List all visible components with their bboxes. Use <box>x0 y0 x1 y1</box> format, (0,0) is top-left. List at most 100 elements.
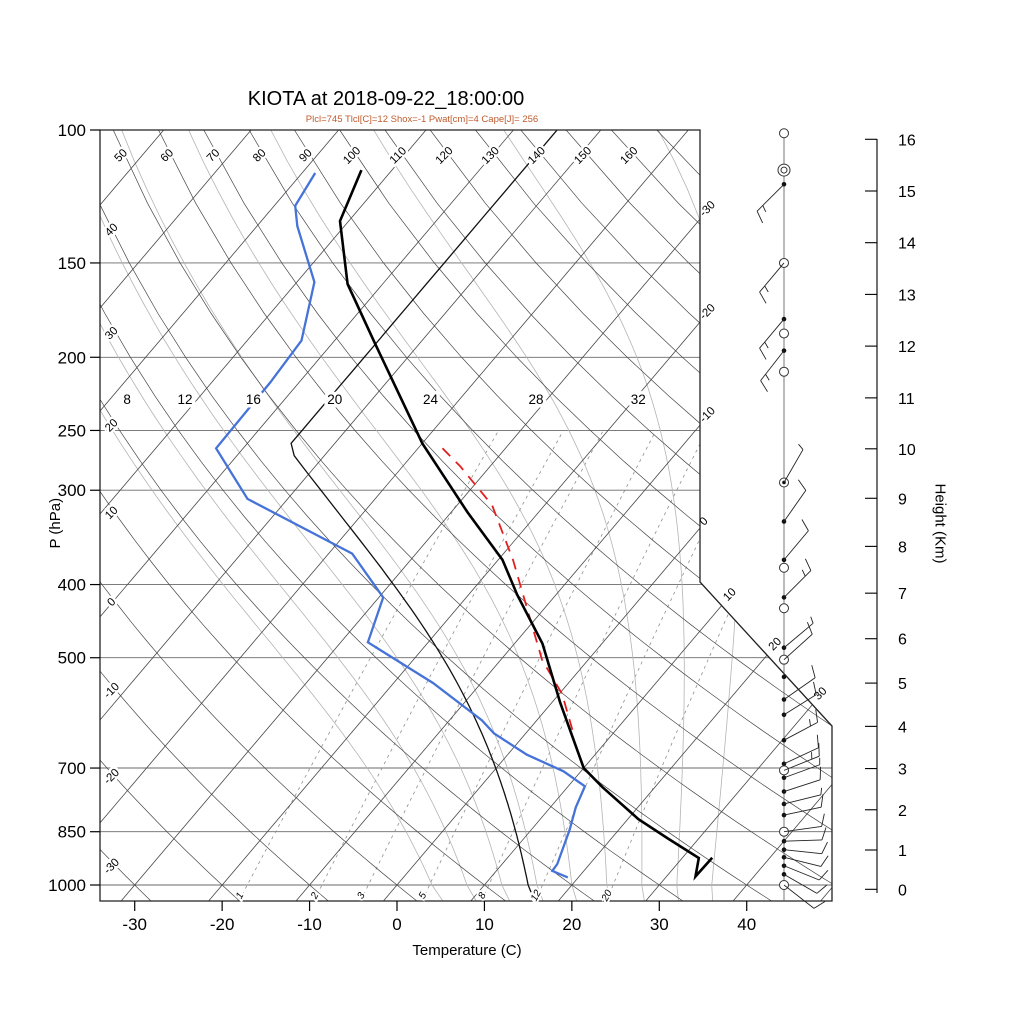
barb-staff <box>759 262 785 293</box>
isotherm-line <box>100 130 339 901</box>
wind-barb <box>779 562 789 573</box>
moist-adiabat-label: 16 <box>246 392 261 407</box>
barb-staff <box>783 570 812 598</box>
isotherm-line <box>100 130 252 901</box>
wind-barb <box>781 681 817 718</box>
barb-feather <box>816 884 828 894</box>
wind-barb <box>760 348 787 392</box>
dry-adiabat-label: 150 <box>572 145 594 167</box>
height-tick-label: 4 <box>898 719 907 736</box>
wind-barb <box>779 743 820 776</box>
height-tick-label: 16 <box>898 132 916 149</box>
temperature-tick-label: 10 <box>475 915 494 934</box>
height-tick-label: 6 <box>898 632 907 649</box>
wind-barb <box>779 443 804 488</box>
isotherm-line <box>100 130 689 901</box>
barb-feather <box>813 901 826 909</box>
wind-barb <box>781 766 822 794</box>
height-tick-label: 7 <box>898 586 907 603</box>
dry-adiabat-label: 110 <box>388 145 409 166</box>
dry-adiabat-line <box>100 130 240 901</box>
barb-half-feather <box>820 787 823 795</box>
temperature-tick-label: 0 <box>392 915 401 934</box>
dry-adiabat-line <box>100 130 152 901</box>
barb-staff <box>783 779 821 792</box>
mixing-ratio-line <box>313 430 564 901</box>
barb-staff <box>783 633 813 661</box>
parcel-wet-adiabat-curve <box>290 130 558 901</box>
barb-staff <box>783 806 822 816</box>
moist-adiabat-label: 12 <box>177 392 192 407</box>
isotherm-edge-label: 10 <box>721 586 739 604</box>
mixing-ratio-line <box>481 430 708 901</box>
barb-staff <box>783 849 822 855</box>
barb-feather <box>821 827 827 841</box>
moist-adiabat-label: 24 <box>423 392 439 407</box>
barb-feather <box>804 558 812 571</box>
pressure-tick-label: 250 <box>58 421 86 440</box>
dry-adiabat-line <box>611 130 832 901</box>
height-tick-label: 3 <box>898 762 907 779</box>
barb-staff <box>783 873 818 894</box>
dry-adiabat-label: 90 <box>297 147 315 165</box>
moist-adiabat-line <box>503 130 685 901</box>
height-tick-label: 13 <box>898 287 916 304</box>
height-tick-label: 0 <box>898 882 907 899</box>
moist-adiabat-line <box>373 130 645 901</box>
wind-barb <box>781 863 829 881</box>
barb-feather <box>818 870 829 881</box>
temperature-tick-label: -10 <box>297 915 322 934</box>
mixing-ratio-label: 5 <box>417 890 430 900</box>
barb-feather <box>815 709 818 723</box>
height-tick-label: 1 <box>898 843 907 860</box>
wind-barb <box>781 709 818 743</box>
barb-half-feather <box>801 569 806 577</box>
dry-adiabat-label: 40 <box>103 222 121 240</box>
wind-barb <box>781 787 823 807</box>
temperature-tick-label: -30 <box>122 915 147 934</box>
chart-subtitle: Plcl=745 Tlcl[C]=12 Shox=-1 Pwat[cm]=4 C… <box>305 114 539 125</box>
dry-adiabat-label: 100 <box>341 145 363 167</box>
isotherm-edge-label: -10 <box>698 405 718 425</box>
dewpoint-curve <box>214 172 587 879</box>
dry-adiabat-line <box>100 130 684 901</box>
barb-staff <box>783 530 809 561</box>
wind-barb <box>781 841 828 855</box>
moist-adiabat-label: 32 <box>631 392 646 407</box>
moist-adiabat-label: 8 <box>123 392 131 407</box>
barb-feather <box>821 841 828 854</box>
station-circle <box>779 562 789 573</box>
station-dot <box>781 674 787 680</box>
dry-adiabat-line <box>158 130 832 901</box>
barb-half-feather <box>762 205 767 213</box>
mixing-ratio-label: 8 <box>476 890 489 900</box>
height-axis-label: Height (Km) <box>931 483 949 564</box>
dry-adiabat-line <box>203 130 832 901</box>
isotherm-edge-label: -20 <box>698 302 718 322</box>
moist-adiabat-line <box>657 130 741 901</box>
dry-adiabat-line <box>294 130 832 901</box>
moist-adiabat-line <box>100 130 510 901</box>
barb-feather <box>759 347 767 360</box>
station-circle <box>779 603 789 614</box>
height-tick-label: 5 <box>898 676 907 693</box>
isotherm-line <box>295 130 832 901</box>
barb-staff <box>783 856 821 867</box>
barb-half-feather <box>810 616 814 624</box>
dry-adiabat-label: 130 <box>480 145 502 167</box>
height-tick-label: 14 <box>898 236 916 253</box>
barb-half-feather <box>764 341 769 349</box>
barb-staff <box>759 318 785 349</box>
pressure-tick-label: 300 <box>58 481 86 500</box>
pressure-tick-label: 100 <box>58 121 86 140</box>
mixing-ratio-label: 20 <box>599 888 615 904</box>
dry-adiabat-label: 60 <box>159 147 177 165</box>
wind-barb <box>781 872 828 894</box>
pressure-tick-label: 200 <box>58 348 86 367</box>
isotherm-line <box>732 130 832 901</box>
barb-staff <box>783 794 821 805</box>
chart-title: KIOTA at 2018-09-22_18:00:00 <box>247 88 525 110</box>
wind-barb <box>781 674 787 680</box>
wind-barb <box>781 616 814 651</box>
isotherm-line <box>383 130 832 901</box>
